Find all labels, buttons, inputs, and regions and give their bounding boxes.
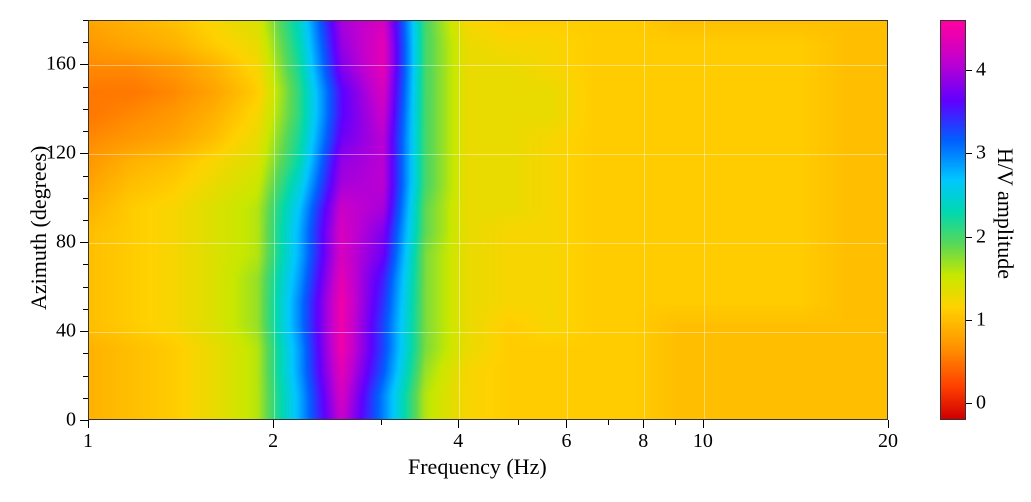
gridline-y xyxy=(89,332,887,333)
y-tick xyxy=(80,242,88,243)
x-tick-minor xyxy=(675,420,676,425)
y-axis-title: Azimuth (degrees) xyxy=(26,146,52,310)
y-tick-minor xyxy=(83,42,88,43)
colorbar-tick xyxy=(966,403,972,404)
y-tick-minor xyxy=(83,376,88,377)
colorbar-tick-label: 4 xyxy=(976,59,986,82)
colorbar-tick xyxy=(966,237,972,238)
x-tick xyxy=(703,420,704,428)
x-tick xyxy=(273,420,274,428)
y-tick-minor xyxy=(83,220,88,221)
x-tick xyxy=(88,420,89,428)
colorbar-canvas xyxy=(941,21,965,419)
x-tick-label: 10 xyxy=(693,430,713,453)
y-tick-label: 160 xyxy=(40,53,76,76)
heatmap-plot xyxy=(88,20,888,420)
gridline-x xyxy=(644,21,645,419)
x-tick-minor xyxy=(518,420,519,425)
x-tick-label: 6 xyxy=(561,430,571,453)
x-tick-label: 4 xyxy=(453,430,463,453)
colorbar xyxy=(940,20,966,420)
x-tick-label: 8 xyxy=(638,430,648,453)
gridline-y xyxy=(89,154,887,155)
y-tick-minor xyxy=(83,287,88,288)
x-tick-minor xyxy=(608,420,609,425)
figure: 124681020 Frequency (Hz) 04080120160 Azi… xyxy=(0,0,1031,502)
gridline-y xyxy=(89,243,887,244)
gridline-x xyxy=(567,21,568,419)
y-tick-minor xyxy=(83,176,88,177)
gridline-x xyxy=(274,21,275,419)
colorbar-tick xyxy=(966,153,972,154)
y-tick-minor xyxy=(83,264,88,265)
colorbar-tick xyxy=(966,70,972,71)
colorbar-tick-label: 3 xyxy=(976,142,986,165)
y-tick-minor xyxy=(83,87,88,88)
y-tick-minor xyxy=(83,398,88,399)
x-tick xyxy=(888,420,889,428)
x-tick-minor xyxy=(381,420,382,425)
x-tick-label: 20 xyxy=(878,430,898,453)
colorbar-title: H/V amplitude xyxy=(992,148,1018,279)
colorbar-tick-label: 0 xyxy=(976,392,986,415)
y-tick xyxy=(80,331,88,332)
x-tick-label: 1 xyxy=(83,430,93,453)
colorbar-tick-label: 1 xyxy=(976,309,986,332)
y-tick xyxy=(80,153,88,154)
y-tick-minor xyxy=(83,198,88,199)
x-axis-title: Frequency (Hz) xyxy=(408,454,547,480)
x-tick xyxy=(458,420,459,428)
gridline-x xyxy=(704,21,705,419)
x-tick-label: 2 xyxy=(268,430,278,453)
y-tick-minor xyxy=(83,131,88,132)
y-tick-minor xyxy=(83,353,88,354)
colorbar-tick xyxy=(966,320,972,321)
y-tick xyxy=(80,64,88,65)
colorbar-tick-label: 2 xyxy=(976,225,986,248)
y-tick-label: 0 xyxy=(40,409,76,432)
x-tick xyxy=(643,420,644,428)
y-tick xyxy=(80,420,88,421)
y-tick-minor xyxy=(83,109,88,110)
x-tick xyxy=(566,420,567,428)
gridline-y xyxy=(89,65,887,66)
y-tick-minor xyxy=(83,309,88,310)
y-tick-minor xyxy=(83,20,88,21)
y-tick-label: 40 xyxy=(40,320,76,343)
heatmap-canvas xyxy=(89,21,887,419)
gridline-x xyxy=(459,21,460,419)
